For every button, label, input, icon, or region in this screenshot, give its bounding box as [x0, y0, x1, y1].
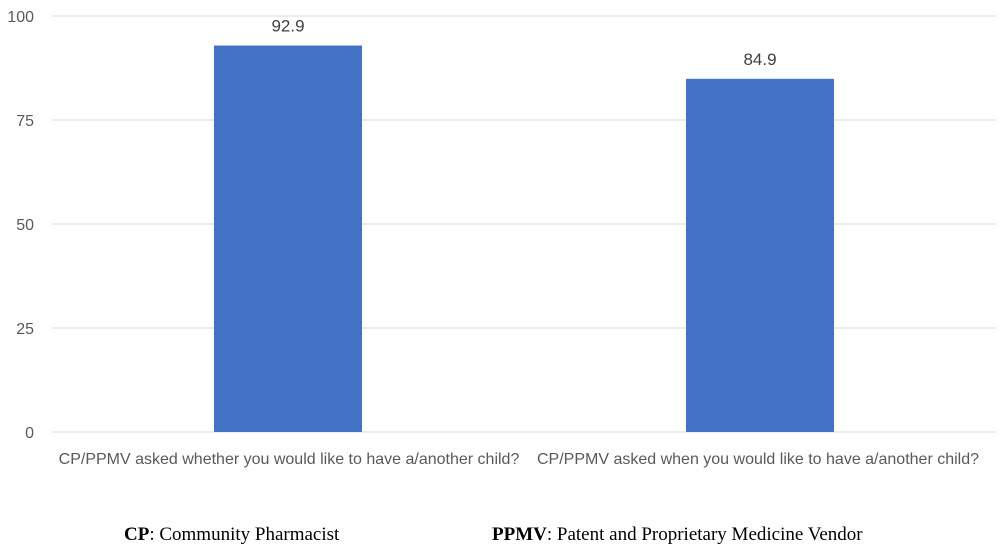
- y-axis-ticks: 0 25 50 75 100: [7, 9, 34, 442]
- footnote-cp: CP: Community Pharmacist: [124, 524, 339, 546]
- y-tick-label: 100: [7, 9, 34, 26]
- category-label-2: CP/PPMV asked when you would like to hav…: [536, 451, 980, 468]
- y-tick-label: 50: [16, 217, 34, 234]
- data-label-1: 92.9: [271, 17, 304, 36]
- footnote-ppmv-text: : Patent and Proprietary Medicine Vendor: [546, 524, 863, 545]
- y-tick-label: 0: [25, 425, 34, 442]
- footnote-ppmv-abbr: PPMV: [492, 524, 547, 545]
- bar-2: [686, 78, 834, 432]
- footnote-ppmv: PPMV: Patent and Proprietary Medicine Ve…: [492, 524, 863, 546]
- y-tick-label: 25: [16, 321, 34, 338]
- y-tick-label: 75: [16, 113, 34, 130]
- data-label-2: 84.9: [743, 50, 776, 69]
- bars: [214, 45, 834, 432]
- bar-1: [214, 45, 362, 432]
- footnote-cp-abbr: CP: [124, 524, 150, 545]
- data-labels: 92.9 84.9: [271, 17, 776, 69]
- gridlines: [52, 15, 996, 433]
- category-label-1: CP/PPMV asked whether you would like to …: [58, 451, 520, 468]
- footnote-cp-text: : Community Pharmacist: [149, 524, 340, 545]
